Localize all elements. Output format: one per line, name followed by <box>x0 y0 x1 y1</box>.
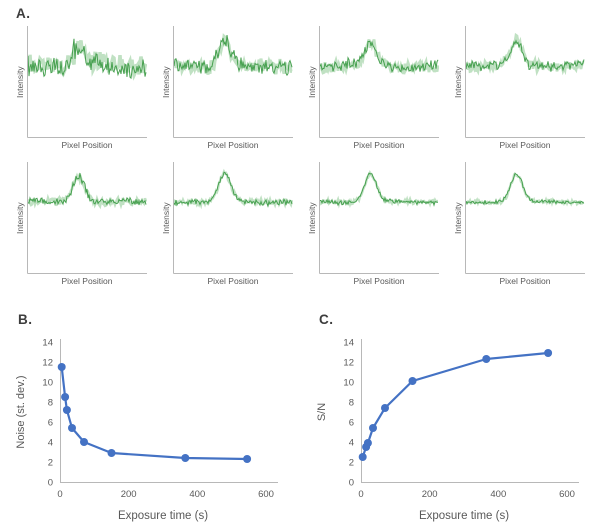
y-axis-label: Intensity <box>307 202 317 234</box>
x-axis-title: Exposure time (s) <box>419 510 509 522</box>
x-axis-label: Pixel Position <box>61 140 113 150</box>
y-tick-label: 6 <box>349 418 354 429</box>
y-axis-label: Intensity <box>307 66 317 98</box>
y-tick-label: 2 <box>349 458 354 469</box>
data-point <box>68 424 76 432</box>
x-axis-label: Pixel Position <box>353 140 405 150</box>
y-axis-title: S/N <box>316 403 328 421</box>
intensity-profile-plot-8: Intensity Pixel Position <box>446 162 592 286</box>
x-tick-label: 400 <box>189 489 205 500</box>
x-axis-label: Pixel Position <box>499 276 551 286</box>
y-axis-label: Intensity <box>161 66 171 98</box>
intensity-trace <box>465 172 585 206</box>
intensity-trace <box>173 35 293 77</box>
y-tick-label: 14 <box>343 338 354 349</box>
x-tick-label: 600 <box>559 489 575 500</box>
data-point <box>243 455 252 463</box>
intensity-profile-plot-5: Intensity Pixel Position <box>8 162 154 286</box>
y-tick-label: 8 <box>349 398 354 409</box>
y-axis-label: Intensity <box>15 202 25 234</box>
x-tick-label: 0 <box>358 489 363 500</box>
data-point <box>544 349 553 357</box>
data-point <box>358 453 367 461</box>
trace-halo <box>465 32 585 77</box>
x-axis-label: Pixel Position <box>207 276 259 286</box>
snr-vs-exposure-panel: C. 0 2 4 6 8 10 12 14 0 200 400 600 S/N Exposure time… <box>313 312 583 524</box>
snr-vs-exposure-chart: 0 2 4 6 8 10 12 14 0 200 400 600 S/N Exposure time (s… <box>316 338 579 522</box>
y-tick-label: 6 <box>48 418 53 429</box>
intensity-profile-plot-4: Intensity Pixel Position <box>446 26 592 150</box>
data-line <box>60 366 248 461</box>
trace-halo <box>173 33 293 77</box>
y-tick-label: 0 <box>48 478 53 489</box>
data-point <box>62 406 71 414</box>
intensity-trace <box>320 172 438 207</box>
y-axis-title: Noise (st. dev.) <box>15 375 27 448</box>
y-tick-label: 4 <box>349 438 354 449</box>
intensity-trace-chart <box>319 162 439 274</box>
y-tick-label: 14 <box>42 338 53 349</box>
data-point <box>482 355 491 363</box>
y-tick-label: 12 <box>42 358 53 369</box>
x-tick-label: 200 <box>121 489 137 500</box>
intensity-trace <box>27 173 147 206</box>
intensity-profile-plot-6: Intensity Pixel Position <box>154 162 300 286</box>
intensity-trace-chart <box>465 26 585 138</box>
intensity-trace-chart <box>173 26 293 138</box>
y-tick-label: 2 <box>48 458 53 469</box>
intensity-trace-chart <box>27 26 147 138</box>
data-point <box>381 404 389 412</box>
data-point <box>181 454 190 462</box>
panel-a-grid: Intensity Pixel Position Intensity Pixel… <box>8 26 592 286</box>
data-line <box>361 351 549 458</box>
intensity-trace <box>27 38 147 80</box>
data-point <box>107 449 116 457</box>
intensity-trace <box>319 40 439 73</box>
x-tick-label: 600 <box>258 489 274 500</box>
trace-halo <box>319 170 438 209</box>
x-axis-label: Pixel Position <box>353 276 405 286</box>
y-tick-label: 8 <box>48 398 53 409</box>
intensity-profile-plot-3: Intensity Pixel Position <box>300 26 446 150</box>
x-axis-label: Pixel Position <box>499 140 551 150</box>
x-axis-label: Pixel Position <box>61 276 113 286</box>
y-tick-label: 12 <box>343 358 354 369</box>
x-axis-label: Pixel Position <box>207 140 259 150</box>
intensity-trace <box>465 39 585 72</box>
intensity-profile-plot-2: Intensity Pixel Position <box>154 26 300 150</box>
noise-vs-exposure-chart: 0 2 4 6 8 10 12 14 0 200 400 600 Noise (st. dev.) Exp… <box>15 338 278 522</box>
intensity-trace <box>173 171 293 208</box>
data-point <box>363 439 372 447</box>
y-axis-label: Intensity <box>453 66 463 98</box>
data-point <box>57 363 66 371</box>
y-tick-label: 10 <box>343 378 354 389</box>
x-axis-title: Exposure time (s) <box>118 510 208 522</box>
intensity-profile-plot-1: Intensity Pixel Position <box>8 26 154 150</box>
data-point <box>61 393 70 401</box>
x-tick-label: 200 <box>422 489 438 500</box>
y-axis-label: Intensity <box>453 202 463 234</box>
x-tick-label: 400 <box>490 489 506 500</box>
y-axis-label: Intensity <box>161 202 171 234</box>
y-tick-label: 4 <box>48 438 53 449</box>
intensity-profile-plot-7: Intensity Pixel Position <box>300 162 446 286</box>
intensity-trace-chart <box>173 162 293 274</box>
panel-b-label: B. <box>18 312 33 327</box>
y-axis-label: Intensity <box>15 66 25 98</box>
y-tick-label: 0 <box>349 478 354 489</box>
data-point <box>408 377 417 385</box>
noise-vs-exposure-panel: B. 0 2 4 6 8 10 12 14 0 200 400 600 Noise (st. dev.)… <box>12 312 282 524</box>
intensity-trace-chart <box>27 162 147 274</box>
panel-c-label: C. <box>319 312 334 327</box>
data-point <box>80 438 88 446</box>
intensity-trace-chart <box>319 26 439 138</box>
y-tick-label: 10 <box>42 378 53 389</box>
x-tick-label: 0 <box>57 489 62 500</box>
data-point <box>369 424 377 432</box>
intensity-trace-chart <box>465 162 585 274</box>
panel-a-label: A. <box>16 6 31 21</box>
